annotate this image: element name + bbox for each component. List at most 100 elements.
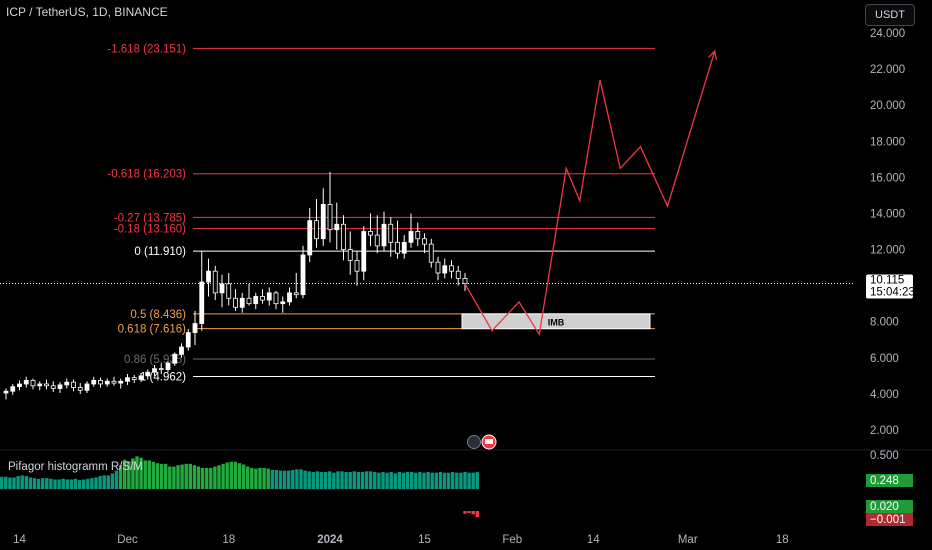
candle-body — [239, 297, 245, 308]
hist-bar — [319, 472, 324, 489]
candle-body — [280, 301, 286, 305]
hist-bar — [442, 472, 447, 489]
imb-zone — [461, 313, 651, 330]
hist-bar — [73, 478, 78, 489]
candle-body — [10, 386, 16, 392]
hist-bar — [151, 461, 156, 489]
hist-bar — [57, 479, 61, 489]
hist-bar — [410, 472, 414, 489]
x-tick-label: Mar — [678, 534, 698, 546]
y-tick-label: 12.000 — [870, 245, 905, 257]
candle-body — [246, 297, 252, 305]
candle-body — [199, 281, 205, 324]
hist-bar — [20, 475, 24, 489]
hist-bar — [344, 472, 348, 489]
candle-body — [57, 384, 63, 389]
currency-button[interactable]: USDT — [865, 4, 915, 26]
y-tick-label: 24.000 — [870, 28, 905, 40]
hist-bar — [16, 476, 20, 489]
candle-body — [449, 265, 454, 272]
candle-body — [422, 238, 427, 245]
x-tick-label: 2024 — [317, 534, 343, 546]
candle-body — [408, 231, 414, 243]
axes: 24.000 22.000 20.000 18.000 16.000 14.000 12.0… — [13, 28, 905, 546]
x-tick-label: Feb — [502, 534, 522, 546]
value-badge-label: 0.020 — [870, 501, 899, 513]
hist-bar-negative — [467, 511, 471, 514]
candle-body — [30, 379, 36, 387]
hist-y-tick-label: 0.500 — [870, 450, 899, 462]
hist-bar — [254, 468, 258, 489]
hist-bar — [69, 479, 74, 489]
hist-bar — [381, 472, 385, 489]
fib-level-label: -0.18 (13.160) — [114, 224, 186, 236]
candle-body — [388, 223, 394, 243]
hist-bar — [77, 480, 82, 489]
candles — [3, 171, 468, 400]
candle-body — [233, 297, 238, 308]
hist-bar — [385, 472, 389, 489]
hist-bar — [45, 478, 49, 489]
hist-bar — [295, 469, 299, 489]
candle-body — [435, 261, 441, 274]
hist-bar — [323, 472, 328, 489]
candle-body — [145, 371, 151, 377]
hist-bar — [127, 461, 131, 489]
hist-bar — [307, 471, 311, 489]
y-tick-label: 4.000 — [870, 389, 899, 401]
y-tick-label: 22.000 — [870, 64, 905, 76]
hist-bar — [291, 469, 295, 489]
hist-bar — [451, 472, 455, 489]
hist-bar — [94, 477, 98, 489]
candle-body — [334, 223, 340, 231]
hist-bar — [422, 472, 426, 489]
candle-body — [293, 292, 299, 296]
candle-body — [287, 292, 292, 303]
fib-level-label: -1.618 (23.151) — [107, 43, 186, 55]
hist-bar — [426, 472, 430, 489]
x-tick-label: 18 — [222, 534, 235, 546]
symbol-title: ICP / TetherUS, 1D, BINANCE — [6, 5, 168, 19]
hist-bar — [270, 469, 274, 489]
hist-bar — [348, 472, 352, 489]
hist-bar — [246, 466, 250, 489]
hist-bar-negative — [471, 511, 475, 515]
y-tick-label: 20.000 — [870, 100, 905, 112]
hist-bar — [237, 463, 242, 489]
hist-bar — [205, 467, 209, 489]
candle-body — [462, 278, 468, 284]
hist-bar — [287, 470, 291, 489]
countdown-label: 15:04:23 — [870, 287, 915, 299]
imb-label: IMB — [548, 317, 565, 327]
candle-body — [37, 383, 43, 387]
hist-bar — [123, 459, 127, 489]
candle-body — [455, 270, 461, 279]
hist-bar — [118, 465, 123, 489]
indicator-title: Pifagor histogramm R/S/M — [8, 461, 143, 473]
candle-body — [165, 362, 171, 370]
y-tick-label: 16.000 — [870, 172, 905, 184]
y-tick-label: 6.000 — [870, 353, 899, 365]
fib-level-label: -0.618 (16.203) — [107, 169, 186, 181]
hist-bar — [303, 470, 307, 489]
hist-bar — [282, 470, 287, 489]
fibonacci-levels: -1.618 (23.151) -0.618 (16.203) -0.27 (13.… — [107, 43, 655, 384]
y-tick-label: 2.000 — [870, 425, 899, 437]
hist-bar — [262, 467, 266, 489]
candle-body — [104, 380, 110, 385]
hist-bar — [471, 472, 475, 489]
candle-body — [320, 204, 326, 240]
candle-body — [347, 249, 353, 261]
hist-bar — [114, 470, 119, 489]
hist-bar — [405, 472, 410, 489]
candle-body — [368, 231, 373, 236]
hist-bar — [4, 476, 8, 489]
hist-bar — [336, 471, 340, 489]
hist-bar — [250, 467, 254, 489]
hist-bar — [221, 463, 225, 489]
candle-body — [118, 380, 124, 384]
candle-body — [206, 270, 211, 283]
fib-level-label: 0.5 (8.436) — [130, 309, 186, 321]
hist-bar — [463, 472, 467, 489]
